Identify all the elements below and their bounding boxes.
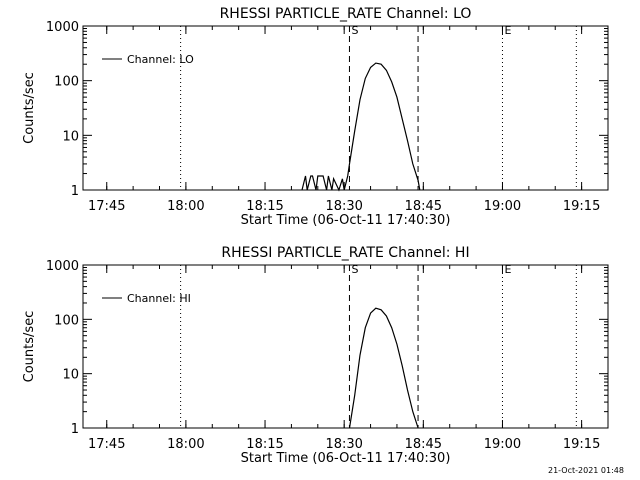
marker-label: S [351,263,358,276]
y-axis-label: Counts/sec [22,311,37,383]
plot-frame [82,25,609,191]
y-tick-label: 10 [62,368,79,383]
x-tick-label: 17:45 [88,199,125,214]
marker-label: E [504,24,511,37]
y-tick-label: 100 [54,75,79,90]
x-tick-label: 19:15 [563,437,600,452]
x-tick-label: 18:45 [405,437,442,452]
x-tick-label: 17:45 [88,437,125,452]
x-tick-label: 18:00 [167,437,204,452]
x-tick-label: 18:30 [325,437,362,452]
x-tick-label: 18:15 [246,199,283,214]
x-tick-label: 19:15 [563,199,600,214]
y-tick-label: 1 [71,184,79,199]
y-tick-label: 1000 [46,20,79,35]
marker-label: E [504,263,511,276]
series-line-1 [348,307,419,429]
footer-timestamp: 21-Oct-2021 01:48 [548,466,624,475]
chart-panel-1: RHESSI PARTICLE_RATE Channel: LO 1 10 100 10… [22,6,609,228]
marker-label: S [351,24,358,37]
y-tick-label: 1000 [46,259,79,274]
x-axis-label: Start Time (06-Oct-11 17:40:30) [241,213,451,228]
y-tick-label: 1 [71,422,79,437]
chart-title: RHESSI PARTICLE_RATE Channel: LO [220,6,472,22]
series-line-1 [301,62,421,192]
x-tick-label: 19:00 [484,437,521,452]
y-tick-label: 10 [62,129,79,144]
chart-title: RHESSI PARTICLE_RATE Channel: HI [221,245,469,261]
x-tick-label: 18:00 [167,199,204,214]
x-tick-label: 18:15 [246,437,283,452]
x-tick-label: 19:00 [484,199,521,214]
x-tick-label: 18:45 [405,199,442,214]
x-axis-label: Start Time (06-Oct-11 17:40:30) [241,451,451,466]
x-tick-label: 18:30 [325,199,362,214]
legend-entry: Channel: HI [127,292,191,305]
plot-frame [82,264,609,429]
y-tick-label: 100 [54,313,79,328]
legend-entry: Channel: LO [127,53,194,66]
chart-panel-2: RHESSI PARTICLE_RATE Channel: HI 1 10 100 10… [22,245,609,466]
y-axis-label: Counts/sec [22,72,37,144]
